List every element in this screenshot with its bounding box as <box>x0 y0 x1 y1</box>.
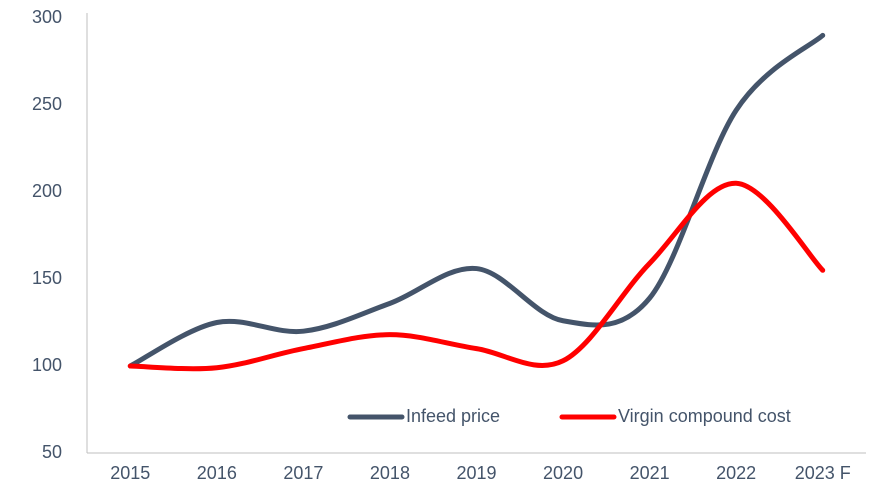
y-tick-label: 50 <box>42 442 62 462</box>
legend-label: Infeed price <box>406 406 500 426</box>
y-tick-label: 100 <box>32 355 62 375</box>
x-tick-label: 2016 <box>197 463 237 483</box>
y-tick-label: 250 <box>32 94 62 114</box>
line-series <box>127 180 826 372</box>
legend-label: Virgin compound cost <box>618 406 791 426</box>
y-tick-label: 150 <box>32 268 62 288</box>
x-tick-label: 2018 <box>370 463 410 483</box>
x-tick-label: 2022 <box>716 463 756 483</box>
y-tick-label: 200 <box>32 181 62 201</box>
x-tick-label: 2021 <box>630 463 670 483</box>
y-tick-label: 300 <box>32 7 62 27</box>
x-tick-label: 2017 <box>283 463 323 483</box>
x-tick-label: 2015 <box>110 463 150 483</box>
x-tick-label: 2023 F <box>795 463 851 483</box>
x-tick-label: 2020 <box>543 463 583 483</box>
line-series <box>127 32 826 369</box>
x-tick-label: 2019 <box>456 463 496 483</box>
